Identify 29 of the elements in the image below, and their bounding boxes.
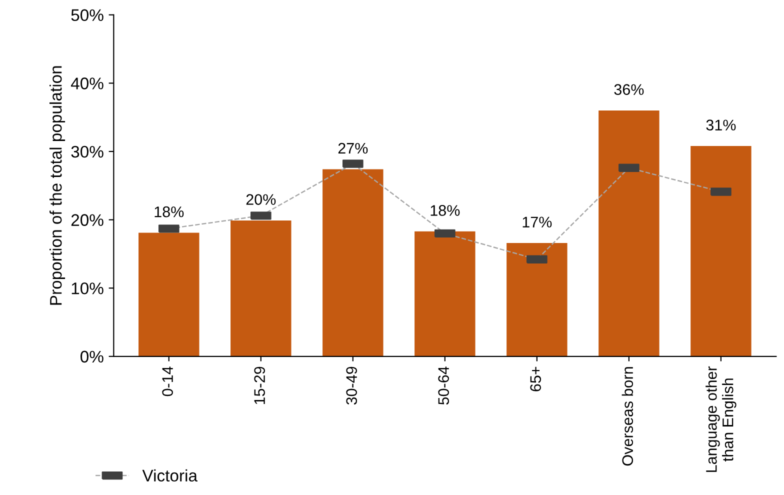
data-label: 17% <box>522 216 552 228</box>
bar <box>322 169 384 356</box>
y-tick-label: 40% <box>70 78 104 90</box>
y-tick-label: 0% <box>80 350 104 363</box>
x-tick-label: 50-64 <box>438 366 450 405</box>
y-axis-title: Proportion of the total population <box>50 66 66 305</box>
x-tick-label: Language other than English <box>706 366 736 472</box>
x-tick-label: Overseas born <box>622 367 634 466</box>
data-label: 31% <box>706 120 736 130</box>
y-tick-label: 50% <box>71 9 104 22</box>
data-label: 18% <box>430 205 460 216</box>
bar <box>690 146 752 356</box>
x-tick-label: 0-14 <box>162 366 173 396</box>
data-label: 27% <box>338 142 368 154</box>
data-label: 18% <box>154 206 184 218</box>
bar <box>138 232 200 356</box>
legend-label: Victoria <box>142 469 198 482</box>
bar <box>414 231 476 356</box>
bar <box>598 110 660 356</box>
bar <box>230 220 292 356</box>
x-tick-label: 65+ <box>530 366 542 392</box>
data-label: 36% <box>614 84 644 95</box>
x-tick-label: 30-49 <box>346 366 358 405</box>
data-label: 20% <box>246 194 276 205</box>
bar <box>506 243 568 356</box>
x-tick-label: 15-29 <box>254 366 265 404</box>
y-tick-label: 20% <box>71 214 104 226</box>
y-tick-label: 10% <box>72 282 104 294</box>
y-tick-label: 30% <box>71 146 104 158</box>
